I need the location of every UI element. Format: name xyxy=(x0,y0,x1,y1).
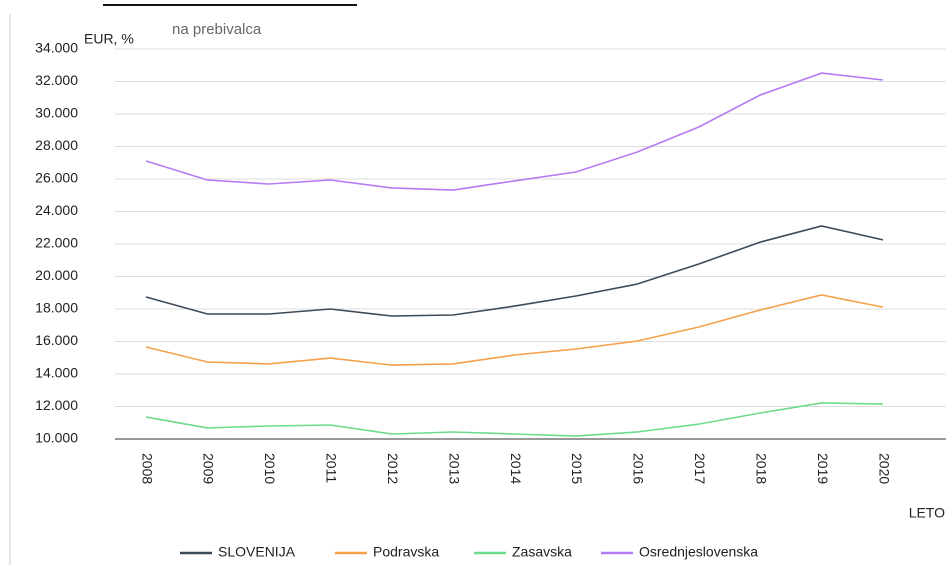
x-tick-label: 2010 xyxy=(262,453,278,484)
x-tick-label: 2018 xyxy=(753,453,769,484)
series-line xyxy=(145,294,884,366)
y-tick-label: 24.000 xyxy=(35,202,78,218)
y-tick-label: 26.000 xyxy=(35,170,78,186)
y-tick-label: 16.000 xyxy=(35,332,78,348)
y-tick-label: 12.000 xyxy=(35,397,78,413)
x-axis-label: LETO xyxy=(909,505,945,521)
x-tick-label: 2011 xyxy=(324,453,340,483)
y-tick-label: 18.000 xyxy=(35,300,78,316)
x-tick-label: 2016 xyxy=(631,453,647,484)
series-line xyxy=(145,402,884,437)
legend-label: Osrednjeslovenska xyxy=(639,544,758,560)
x-tick-label: 2013 xyxy=(446,453,462,484)
x-tick-label: 2012 xyxy=(385,453,401,484)
x-tick-label: 2015 xyxy=(569,453,585,484)
y-tick-label: 20.000 xyxy=(35,267,78,283)
y-tick-label: 14.000 xyxy=(35,365,78,381)
x-tick-label: 2008 xyxy=(139,453,155,484)
y-tick-label: 28.000 xyxy=(35,137,78,153)
y-tick-label: 32.000 xyxy=(35,72,78,88)
x-tick-label: 2009 xyxy=(201,453,217,484)
x-tick-label: 2017 xyxy=(692,453,708,484)
x-tick-label: 2014 xyxy=(508,453,524,484)
series-line xyxy=(145,72,884,191)
legend-label: Zasavska xyxy=(512,544,572,560)
y-tick-label: 30.000 xyxy=(35,105,78,121)
x-tick-label: 2019 xyxy=(815,453,831,484)
x-tick-label: 2020 xyxy=(876,453,892,484)
y-tick-label: 22.000 xyxy=(35,235,78,251)
subtitle: na prebivalca xyxy=(172,21,262,38)
y-tick-label: 10.000 xyxy=(35,430,78,446)
legend-label: Podravska xyxy=(373,544,439,560)
legend-label: SLOVENIJA xyxy=(218,544,296,560)
series-line xyxy=(145,225,884,317)
y-tick-label: 34.000 xyxy=(35,40,78,56)
y-axis-label: EUR, % xyxy=(84,31,134,47)
